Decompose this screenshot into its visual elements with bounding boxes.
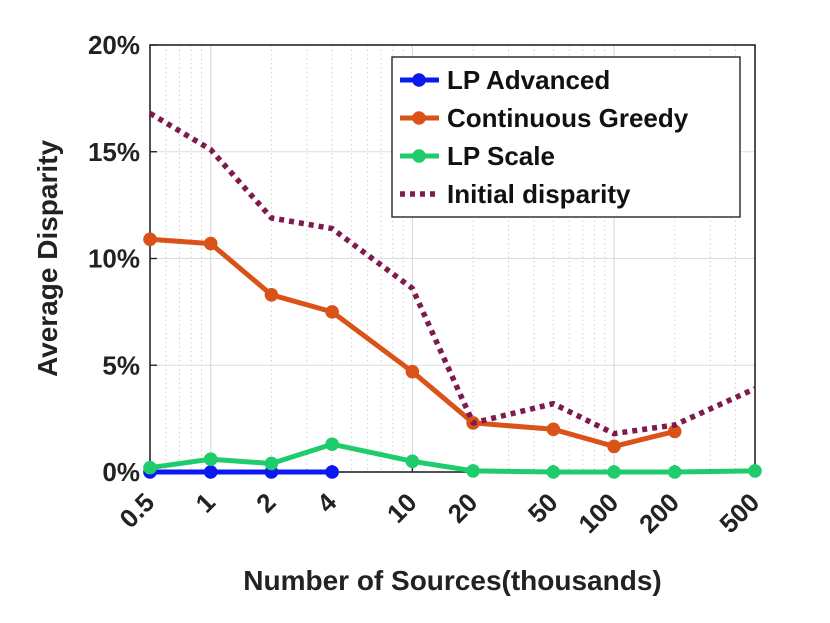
y-tick-label: 10% xyxy=(88,244,140,274)
data-point xyxy=(748,464,762,478)
data-point xyxy=(405,364,420,379)
legend-box xyxy=(391,56,741,218)
legend: LP Advanced Continuous Greedy LP Scale Init… xyxy=(391,56,741,218)
legend-label: LP Scale xyxy=(447,141,555,171)
legend-item: LP Scale xyxy=(400,141,555,171)
data-point xyxy=(325,465,339,479)
data-point xyxy=(143,232,157,247)
legend-label: Initial disparity xyxy=(447,179,631,209)
grid xyxy=(149,44,756,473)
data-point xyxy=(667,465,682,479)
data-point xyxy=(143,460,157,475)
x-axis-label: Number of Sources(thousands) xyxy=(243,565,661,596)
y-tick-label: 5% xyxy=(102,350,140,380)
series-continuous-greedy xyxy=(143,232,682,454)
series-layer xyxy=(143,110,762,479)
y-tick-label: 15% xyxy=(88,137,140,167)
data-point xyxy=(546,465,561,479)
data-point xyxy=(667,424,682,439)
data-point xyxy=(325,437,339,452)
series-line xyxy=(148,110,757,437)
legend-item: LP Advanced xyxy=(400,65,610,95)
data-point xyxy=(264,456,279,471)
data-point xyxy=(203,465,218,479)
series-initial-disparity xyxy=(148,110,757,437)
series-line xyxy=(149,441,756,475)
legend-label: LP Advanced xyxy=(447,65,610,95)
legend-item: Initial disparity xyxy=(400,179,631,209)
data-point xyxy=(546,422,561,437)
data-point xyxy=(466,464,480,478)
y-tick-label: 20% xyxy=(88,30,140,60)
legend-items: LP Advanced Continuous Greedy LP Scale Init… xyxy=(400,65,689,209)
data-point xyxy=(203,236,218,251)
legend-item: Continuous Greedy xyxy=(400,103,689,133)
legend-swatch-marker xyxy=(412,73,426,87)
y-tick-label: 0% xyxy=(102,457,140,487)
data-point xyxy=(405,454,420,469)
series-lp-scale xyxy=(143,437,762,479)
data-point xyxy=(264,287,279,302)
legend-label: Continuous Greedy xyxy=(447,103,689,133)
data-point xyxy=(203,452,218,466)
data-point xyxy=(607,465,621,479)
data-point xyxy=(607,439,621,454)
y-axis-label: Average Disparity xyxy=(32,140,63,377)
legend-swatch-marker xyxy=(412,149,426,163)
legend-swatch-marker xyxy=(412,111,426,125)
data-point xyxy=(325,305,339,319)
